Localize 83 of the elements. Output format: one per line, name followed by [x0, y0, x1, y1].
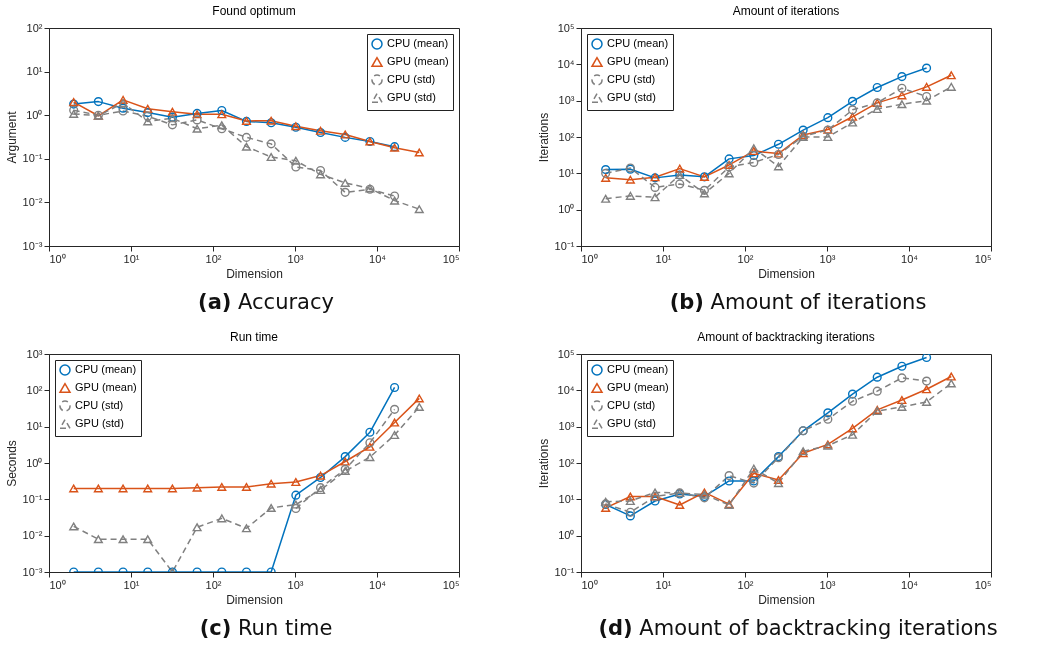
x-tick-label: 10⁵ [442, 578, 460, 591]
y-tick-label: 10⁰ [26, 456, 43, 469]
x-tick-label: 10¹ [655, 252, 672, 265]
legend-label: CPU (std) [75, 399, 124, 411]
y-tick-label: 10¹ [26, 65, 43, 78]
chart-title: Amount of backtracking iterations [697, 330, 875, 344]
x-tick-label: 10⁰ [581, 252, 598, 265]
y-tick-label: 10² [558, 456, 575, 469]
x-tick-label: 10⁴ [369, 578, 387, 591]
y-axis-title: Seconds [4, 440, 19, 487]
x-tick-label: 10³ [287, 578, 304, 591]
x-tick-label: 10⁵ [442, 252, 460, 265]
y-tick-label: 10⁰ [558, 529, 575, 542]
y-tick-label: 10¹ [558, 492, 575, 505]
x-tick-label: 10⁰ [49, 252, 66, 265]
y-tick-label: 10⁵ [557, 347, 575, 360]
chart-title: Run time [229, 330, 279, 344]
y-tick-label: 10⁴ [557, 383, 575, 396]
y-tick-label: 10¹ [26, 420, 43, 433]
y-axis-title: Iterations [536, 112, 551, 163]
legend-label: GPU (mean) [607, 381, 669, 393]
legend-label: CPU (mean) [607, 37, 669, 49]
legend-label: GPU (mean) [75, 381, 137, 393]
text: (c) Run time [198, 616, 334, 640]
legend-label: GPU (std) [607, 91, 656, 103]
x-tick-label: 10⁴ [901, 578, 919, 591]
y-tick-label: 10³ [558, 420, 575, 433]
legend-label: CPU (std) [607, 73, 656, 85]
legend-label: GPU (mean) [387, 55, 449, 67]
y-tick-label: 10³ [558, 94, 575, 107]
x-tick-label: 10⁰ [581, 578, 598, 591]
x-tick-label: 10² [205, 252, 222, 265]
y-tick-label: 10² [26, 21, 43, 34]
legend-label: CPU (mean) [607, 363, 669, 375]
y-tick-label: 10⁻² [22, 529, 43, 542]
y-tick-label: 10⁻¹ [22, 152, 43, 165]
legend-label: GPU (std) [607, 417, 656, 429]
x-tick-label: 10⁴ [901, 252, 919, 265]
x-axis-title: Dimension [226, 592, 283, 607]
x-tick-label: 10⁴ [369, 252, 387, 265]
chart-title: Amount of iterations [732, 4, 840, 18]
text: (b) Amount of iterations [668, 290, 928, 314]
x-tick-label: 10⁵ [974, 578, 992, 591]
x-tick-label: 10³ [819, 578, 836, 591]
y-tick-label: 10² [558, 130, 575, 143]
x-axis-title: Dimension [226, 266, 283, 281]
y-tick-label: 10⁻¹ [554, 239, 575, 252]
y-tick-label: 10⁰ [26, 108, 43, 121]
text: (a) Accuracy [197, 290, 335, 314]
y-tick-label: 10⁻¹ [22, 492, 43, 505]
x-tick-label: 10¹ [123, 252, 140, 265]
x-tick-label: 10² [737, 578, 754, 591]
legend-label: CPU (std) [387, 73, 436, 85]
legend-label: CPU (mean) [387, 37, 449, 49]
x-axis-title: Dimension [758, 592, 815, 607]
y-tick-label: 10³ [26, 347, 43, 360]
y-tick-label: 10⁻² [22, 195, 43, 208]
chart-title: Found optimum [212, 4, 296, 18]
y-tick-label: 10² [26, 383, 43, 396]
y-tick-label: 10⁻¹ [554, 565, 575, 578]
x-tick-label: 10⁰ [49, 578, 66, 591]
y-axis-title: Argument [4, 110, 19, 164]
x-tick-label: 10³ [287, 252, 304, 265]
legend-label: CPU (std) [607, 399, 656, 411]
x-tick-label: 10³ [819, 252, 836, 265]
y-tick-label: 10⁵ [557, 21, 575, 34]
legend-label: GPU (std) [75, 417, 124, 429]
x-tick-label: 10¹ [655, 578, 672, 591]
legend-label: GPU (std) [387, 91, 436, 103]
y-tick-label: 10⁻³ [22, 565, 43, 578]
y-tick-label: 10¹ [558, 166, 575, 179]
x-tick-label: 10² [205, 578, 222, 591]
y-tick-label: 10⁴ [557, 57, 575, 70]
legend-label: CPU (mean) [75, 363, 137, 375]
y-tick-label: 10⁰ [558, 203, 575, 216]
legend-label: GPU (mean) [607, 55, 669, 67]
y-axis-title: Iterations [536, 438, 551, 489]
x-tick-label: 10² [737, 252, 754, 265]
x-tick-label: 10¹ [123, 578, 140, 591]
text: (d) Amount of backtracking iterations [597, 616, 999, 640]
x-tick-label: 10⁵ [974, 252, 992, 265]
y-tick-label: 10⁻³ [22, 239, 43, 252]
x-axis-title: Dimension [758, 266, 815, 281]
